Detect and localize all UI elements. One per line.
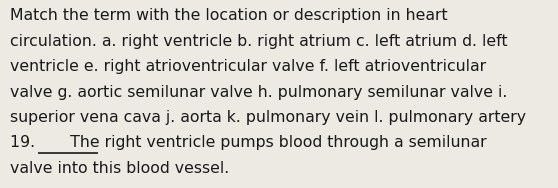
Text: Match the term with the location or description in heart: Match the term with the location or desc…: [10, 8, 448, 24]
Text: valve g. aortic semilunar valve h. pulmonary semilunar valve i.: valve g. aortic semilunar valve h. pulmo…: [10, 85, 507, 100]
Text: ventricle e. right atrioventricular valve f. left atrioventricular: ventricle e. right atrioventricular valv…: [10, 59, 486, 74]
Text: superior vena cava j. aorta k. pulmonary vein l. pulmonary artery: superior vena cava j. aorta k. pulmonary…: [10, 110, 526, 125]
Text: valve into this blood vessel.: valve into this blood vessel.: [10, 161, 229, 176]
Text: 19.       The right ventricle pumps blood through a semilunar: 19. The right ventricle pumps blood thro…: [10, 135, 487, 150]
Text: circulation. a. right ventricle b. right atrium c. left atrium d. left: circulation. a. right ventricle b. right…: [10, 34, 508, 49]
